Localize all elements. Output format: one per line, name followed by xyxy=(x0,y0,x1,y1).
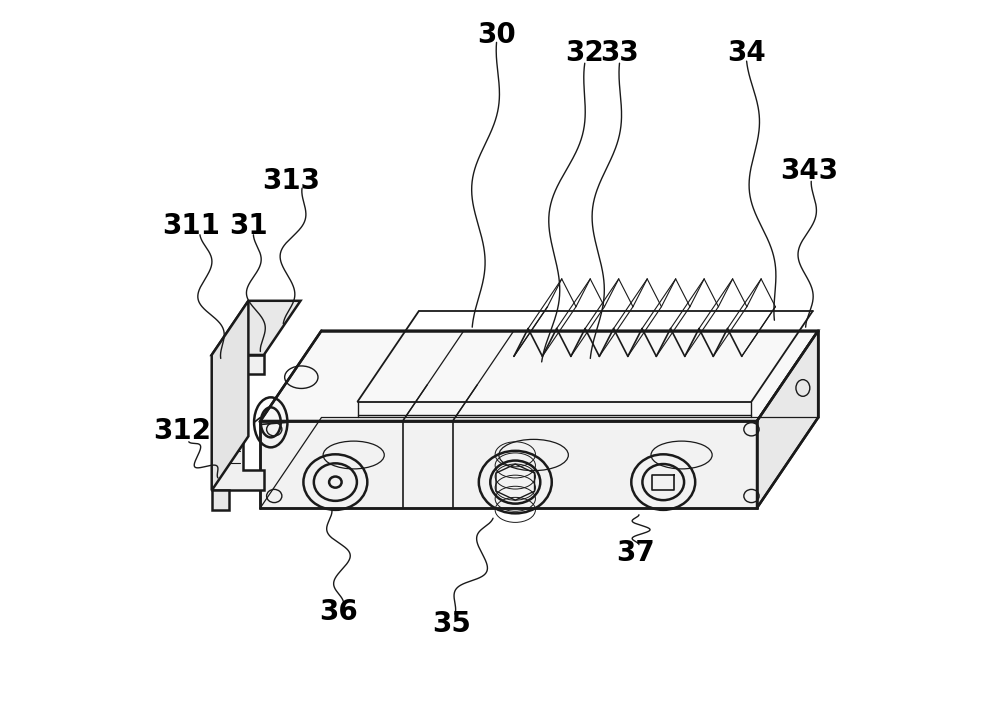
Polygon shape xyxy=(260,330,818,421)
Polygon shape xyxy=(212,301,300,355)
Text: 31: 31 xyxy=(229,212,268,240)
Text: 32: 32 xyxy=(565,39,604,67)
Text: 312: 312 xyxy=(153,418,211,446)
Text: 311: 311 xyxy=(162,212,220,240)
Polygon shape xyxy=(212,355,264,491)
Text: 34: 34 xyxy=(727,39,766,67)
Text: 313: 313 xyxy=(263,167,321,195)
Text: 343: 343 xyxy=(780,157,838,185)
Text: 37: 37 xyxy=(616,539,655,567)
Polygon shape xyxy=(212,491,229,510)
Text: 30: 30 xyxy=(477,21,516,49)
Text: 36: 36 xyxy=(319,598,358,626)
Polygon shape xyxy=(212,301,248,491)
Polygon shape xyxy=(757,330,818,508)
Text: 33: 33 xyxy=(600,39,639,67)
Text: 35: 35 xyxy=(432,610,471,638)
Polygon shape xyxy=(260,421,757,508)
